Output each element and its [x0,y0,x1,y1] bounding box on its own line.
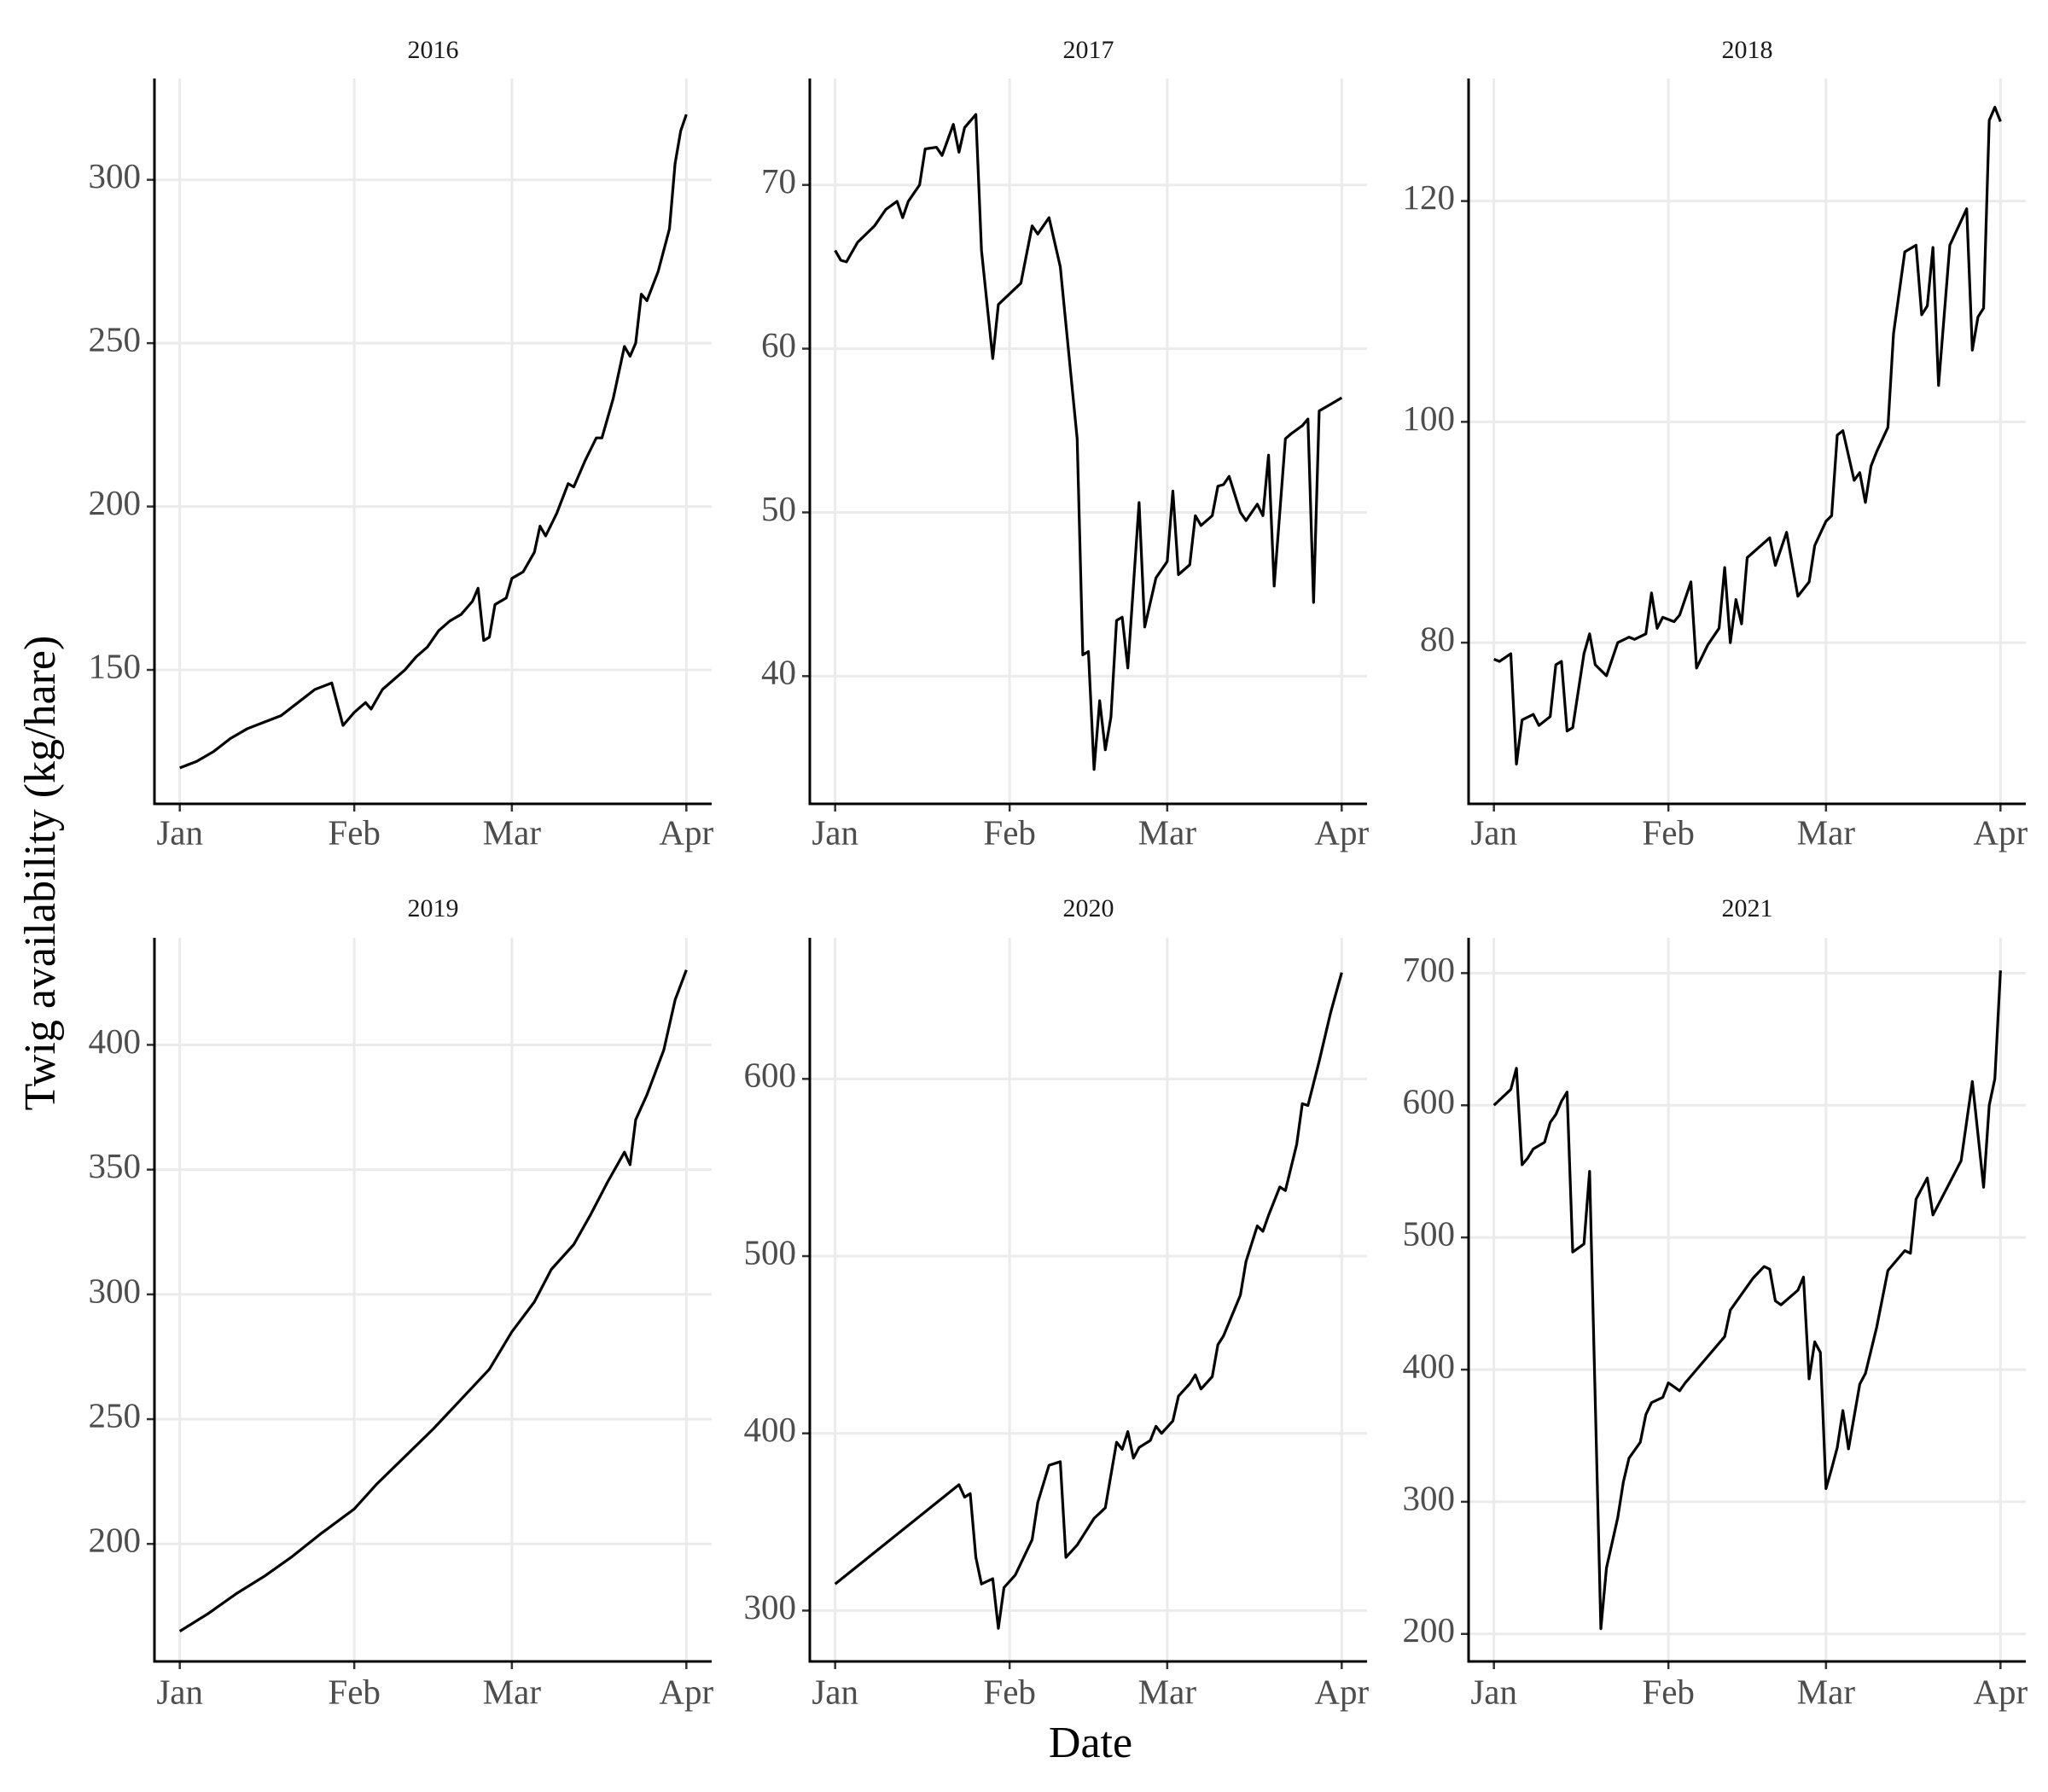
x-tick-label: Jan [812,1672,858,1711]
x-tick-label: Apr [1973,812,2028,852]
data-line [178,969,688,1632]
y-tick-label: 80 [1420,620,1455,659]
y-tick-label: 250 [89,1395,142,1434]
x-axis-label: Date [1049,1719,1132,1767]
y-tick-label: 250 [89,320,142,359]
panel-title: 2019 [408,894,459,922]
y-tick-label: 600 [744,1056,797,1095]
y-tick-label: 700 [1403,950,1456,989]
y-tick-label: 300 [89,1271,142,1310]
x-tick-label: Mar [1138,812,1197,852]
y-tick-label: 400 [1403,1346,1456,1385]
y-tick-label: 120 [1403,177,1456,217]
x-tick-label: Jan [1470,812,1517,852]
x-tick-label: Feb [983,1672,1036,1711]
panel-title: 2017 [1063,36,1114,64]
panel-title: 2018 [1722,36,1773,64]
y-tick-label: 150 [89,646,142,685]
x-tick-label: Mar [483,1672,542,1711]
y-tick-label: 400 [89,1021,142,1061]
x-tick-label: Jan [812,812,858,852]
y-tick-label: 300 [1403,1478,1456,1517]
y-tick-label: 300 [744,1587,797,1626]
x-tick-label: Feb [328,1672,381,1711]
x-tick-label: Jan [156,812,203,852]
y-tick-label: 200 [89,1521,142,1560]
x-tick-label: Mar [483,812,542,852]
panel-title: 2021 [1722,894,1773,922]
x-tick-label: Apr [659,1672,713,1711]
data-line [834,113,1343,771]
y-tick-label: 100 [1403,399,1456,438]
y-tick-label: 500 [1403,1214,1456,1254]
y-tick-label: 200 [89,483,142,522]
y-tick-label: 50 [761,489,796,528]
y-tick-label: 400 [744,1410,797,1449]
y-tick-label: 500 [744,1232,797,1271]
data-line [1493,106,2002,766]
x-tick-label: Apr [659,812,713,852]
x-tick-label: Jan [1470,1672,1517,1711]
x-tick-label: Mar [1797,1672,1856,1711]
panel-title: 2020 [1063,894,1114,922]
x-tick-label: Feb [328,812,381,852]
x-tick-label: Jan [156,1672,203,1711]
y-axis-label: Twig availability (kg/hare) [16,636,65,1111]
x-tick-label: Feb [983,812,1036,852]
y-tick-label: 600 [1403,1082,1456,1121]
x-tick-label: Apr [1314,812,1369,852]
y-tick-label: 70 [761,161,796,201]
y-tick-label: 350 [89,1146,142,1185]
x-tick-label: Mar [1797,812,1856,852]
x-tick-label: Apr [1314,1672,1369,1711]
panel-title: 2016 [408,36,459,64]
x-tick-label: Apr [1973,1672,2028,1711]
x-tick-label: Feb [1642,812,1695,852]
y-tick-label: 40 [761,653,796,692]
x-tick-label: Feb [1642,1672,1695,1711]
y-tick-label: 60 [761,325,796,364]
y-tick-label: 300 [89,156,142,195]
y-tick-label: 200 [1403,1610,1456,1649]
data-line [179,113,688,770]
data-line [834,972,1343,1630]
data-line [1492,970,2002,1631]
x-tick-label: Mar [1138,1672,1197,1711]
